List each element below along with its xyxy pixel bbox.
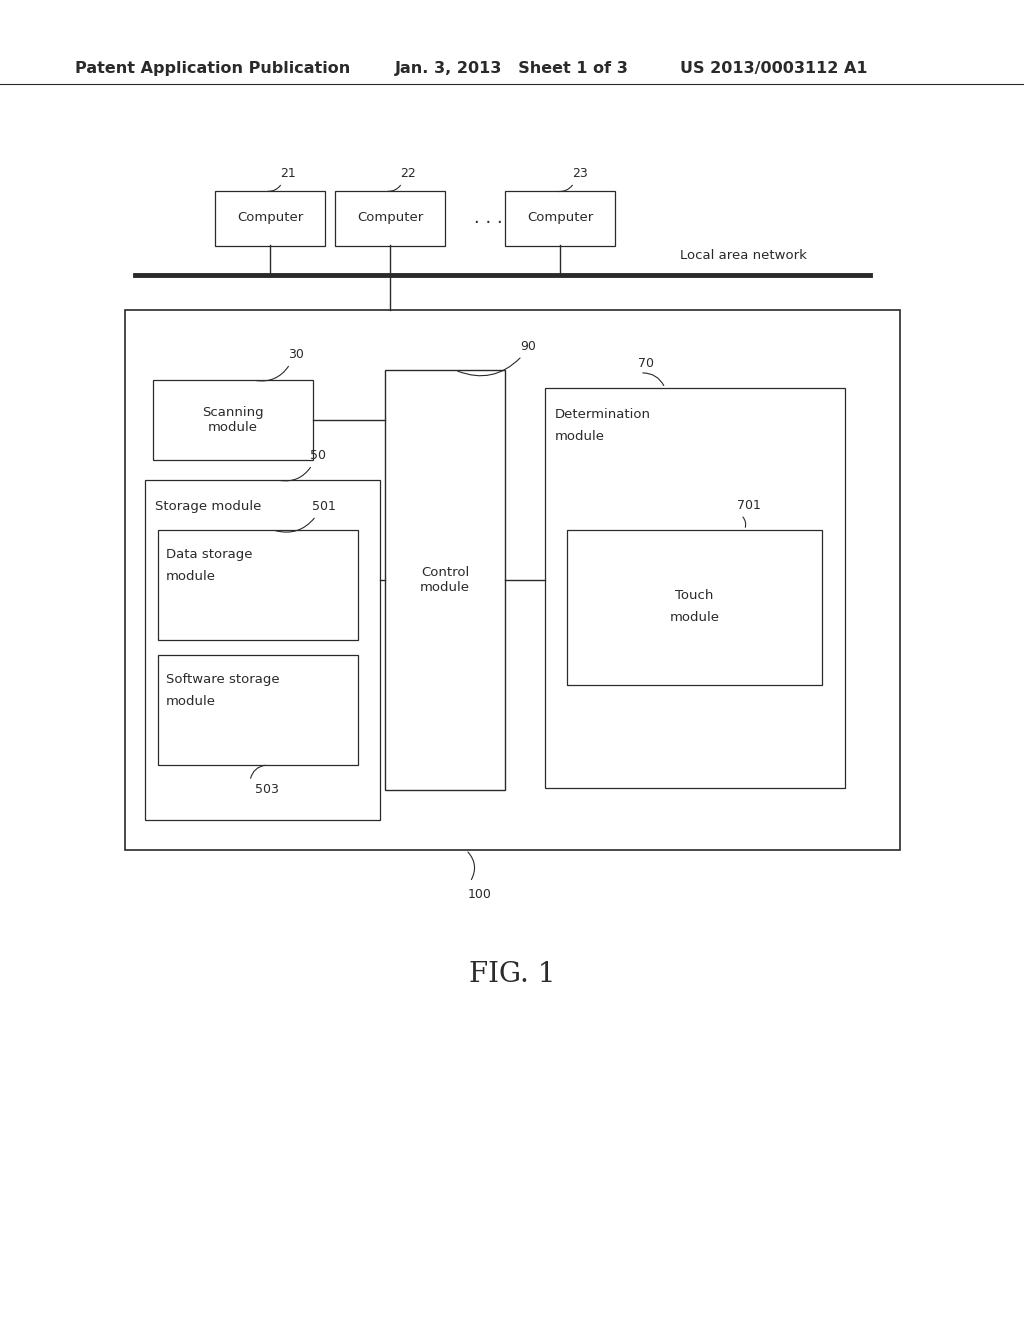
Text: Jan. 3, 2013   Sheet 1 of 3: Jan. 3, 2013 Sheet 1 of 3 bbox=[395, 61, 629, 75]
Bar bbox=[158, 531, 358, 640]
Bar bbox=[215, 191, 325, 246]
Text: . . .: . . . bbox=[474, 209, 503, 227]
Text: Scanning
module: Scanning module bbox=[202, 407, 264, 434]
Text: 701: 701 bbox=[737, 499, 761, 512]
Text: FIG. 1: FIG. 1 bbox=[469, 961, 555, 989]
Text: 30: 30 bbox=[288, 348, 304, 360]
Text: 503: 503 bbox=[255, 783, 279, 796]
Text: 100: 100 bbox=[468, 888, 492, 902]
Text: Determination: Determination bbox=[555, 408, 651, 421]
Text: Computer: Computer bbox=[237, 211, 303, 224]
Text: module: module bbox=[555, 430, 605, 444]
Text: Local area network: Local area network bbox=[680, 249, 807, 261]
Text: 90: 90 bbox=[520, 341, 536, 352]
Text: 21: 21 bbox=[280, 168, 296, 180]
Text: 70: 70 bbox=[638, 356, 654, 370]
Text: module: module bbox=[166, 570, 216, 583]
Text: module: module bbox=[670, 611, 720, 624]
Bar bbox=[153, 380, 313, 459]
Bar bbox=[158, 655, 358, 766]
Bar bbox=[385, 370, 505, 789]
Text: Storage module: Storage module bbox=[155, 500, 261, 513]
Text: US 2013/0003112 A1: US 2013/0003112 A1 bbox=[680, 61, 867, 75]
Bar bbox=[335, 191, 445, 246]
Bar bbox=[545, 388, 845, 788]
Text: module: module bbox=[166, 696, 216, 708]
Text: Patent Application Publication: Patent Application Publication bbox=[75, 61, 350, 75]
Text: Software storage: Software storage bbox=[166, 673, 280, 686]
Text: 23: 23 bbox=[572, 168, 588, 180]
Bar bbox=[505, 191, 615, 246]
Text: Computer: Computer bbox=[527, 211, 593, 224]
Text: Control
module: Control module bbox=[420, 566, 470, 594]
Text: 22: 22 bbox=[400, 168, 416, 180]
Text: 501: 501 bbox=[312, 500, 336, 513]
Text: Touch: Touch bbox=[675, 589, 714, 602]
Text: Data storage: Data storage bbox=[166, 548, 253, 561]
Bar bbox=[145, 480, 380, 820]
Bar bbox=[567, 531, 822, 685]
Bar bbox=[125, 310, 900, 850]
Text: 50: 50 bbox=[310, 449, 326, 462]
Text: Computer: Computer bbox=[357, 211, 423, 224]
